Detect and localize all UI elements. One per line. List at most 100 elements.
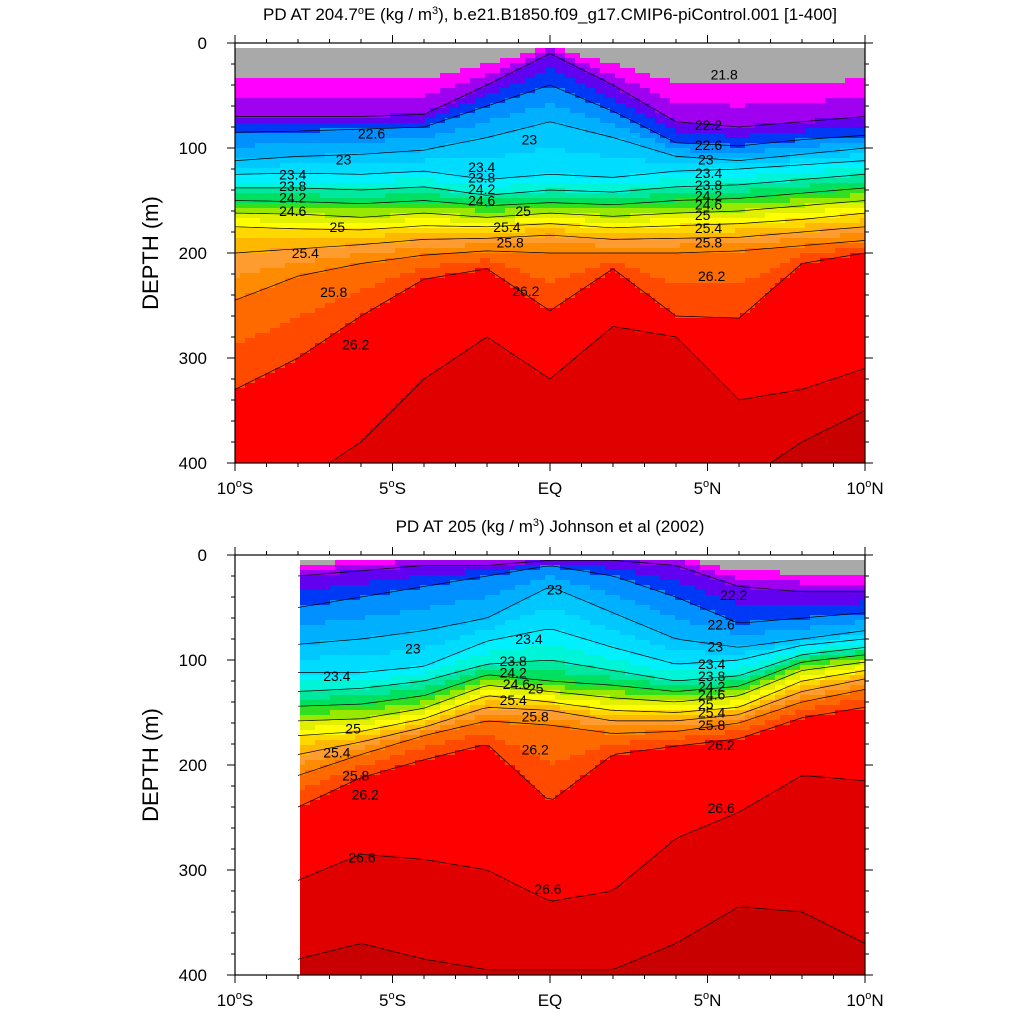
density-cell [350, 173, 356, 179]
density-cell [500, 113, 506, 119]
density-cell [495, 48, 501, 54]
density-cell [415, 183, 421, 189]
density-cell [305, 228, 311, 234]
density-cell [355, 378, 361, 384]
density-cell [395, 458, 401, 464]
density-cell [460, 328, 466, 334]
density-cell [490, 458, 496, 464]
density-cell [310, 58, 316, 64]
density-cell [410, 348, 416, 354]
density-cell [450, 118, 456, 124]
density-cell [405, 123, 411, 129]
density-cell [270, 258, 276, 264]
density-cell [450, 178, 456, 184]
density-cell [315, 378, 321, 384]
density-cell [330, 413, 336, 419]
density-cell [415, 293, 421, 299]
density-cell [465, 273, 471, 279]
density-cell [290, 203, 296, 209]
density-cell [520, 418, 526, 424]
density-cell [415, 173, 421, 179]
density-cell [505, 248, 511, 254]
density-cell [380, 53, 386, 59]
density-cell [365, 248, 371, 254]
density-cell [525, 248, 531, 254]
density-cell [290, 213, 296, 219]
density-cell [495, 118, 501, 124]
density-cell [450, 328, 456, 334]
density-cell [480, 388, 486, 394]
density-cell [270, 328, 276, 334]
density-cell [270, 178, 276, 184]
density-cell [330, 73, 336, 79]
density-cell [415, 328, 421, 334]
density-cell [340, 173, 346, 179]
density-cell [490, 443, 496, 449]
density-cell [285, 448, 291, 454]
density-cell [390, 458, 396, 464]
density-cell [475, 208, 481, 214]
density-cell [325, 68, 331, 74]
density-cell [275, 273, 281, 279]
density-cell [275, 288, 281, 294]
density-cell [500, 48, 506, 54]
density-cell [260, 368, 266, 374]
density-cell [395, 343, 401, 349]
density-cell [325, 73, 331, 79]
density-cell [350, 338, 356, 344]
density-cell [495, 278, 501, 284]
density-cell [425, 403, 431, 409]
density-cell [460, 423, 466, 429]
density-cell [505, 293, 511, 299]
density-cell [240, 283, 246, 289]
density-cell [320, 93, 326, 99]
density-cell [320, 128, 326, 134]
density-cell [440, 48, 446, 54]
density-cell [455, 408, 461, 414]
density-cell [520, 393, 526, 399]
density-cell [380, 218, 386, 224]
density-cell [245, 443, 251, 449]
density-cell [455, 163, 461, 169]
density-cell [470, 458, 476, 464]
density-cell [530, 63, 536, 69]
density-cell [440, 313, 446, 319]
density-cell [280, 388, 286, 394]
density-cell [500, 63, 506, 69]
density-cell [505, 83, 511, 89]
density-cell [240, 213, 246, 219]
density-cell [285, 258, 291, 264]
density-cell [245, 273, 251, 279]
density-cell [480, 83, 486, 89]
density-cell [495, 153, 501, 159]
density-cell [430, 308, 436, 314]
density-cell [375, 168, 381, 174]
density-cell [360, 308, 366, 314]
density-cell [375, 248, 381, 254]
density-cell [275, 208, 281, 214]
density-cell [270, 253, 276, 259]
density-cell [515, 68, 521, 74]
density-cell [365, 98, 371, 104]
density-cell [260, 298, 266, 304]
density-cell [360, 213, 366, 219]
density-cell [430, 328, 436, 334]
density-cell [335, 383, 341, 389]
density-cell [270, 68, 276, 74]
density-cell [335, 443, 341, 449]
density-cell [370, 373, 376, 379]
density-cell [300, 378, 306, 384]
density-cell [250, 323, 256, 329]
density-cell [500, 453, 506, 459]
density-cell [320, 423, 326, 429]
density-cell [500, 193, 506, 199]
density-cell [420, 168, 426, 174]
density-cell [295, 93, 301, 99]
density-cell [420, 228, 426, 234]
density-cell [365, 208, 371, 214]
density-cell [310, 358, 316, 364]
density-cell [390, 253, 396, 259]
density-cell [525, 58, 531, 64]
density-cell [510, 163, 516, 169]
density-cell [475, 198, 481, 204]
